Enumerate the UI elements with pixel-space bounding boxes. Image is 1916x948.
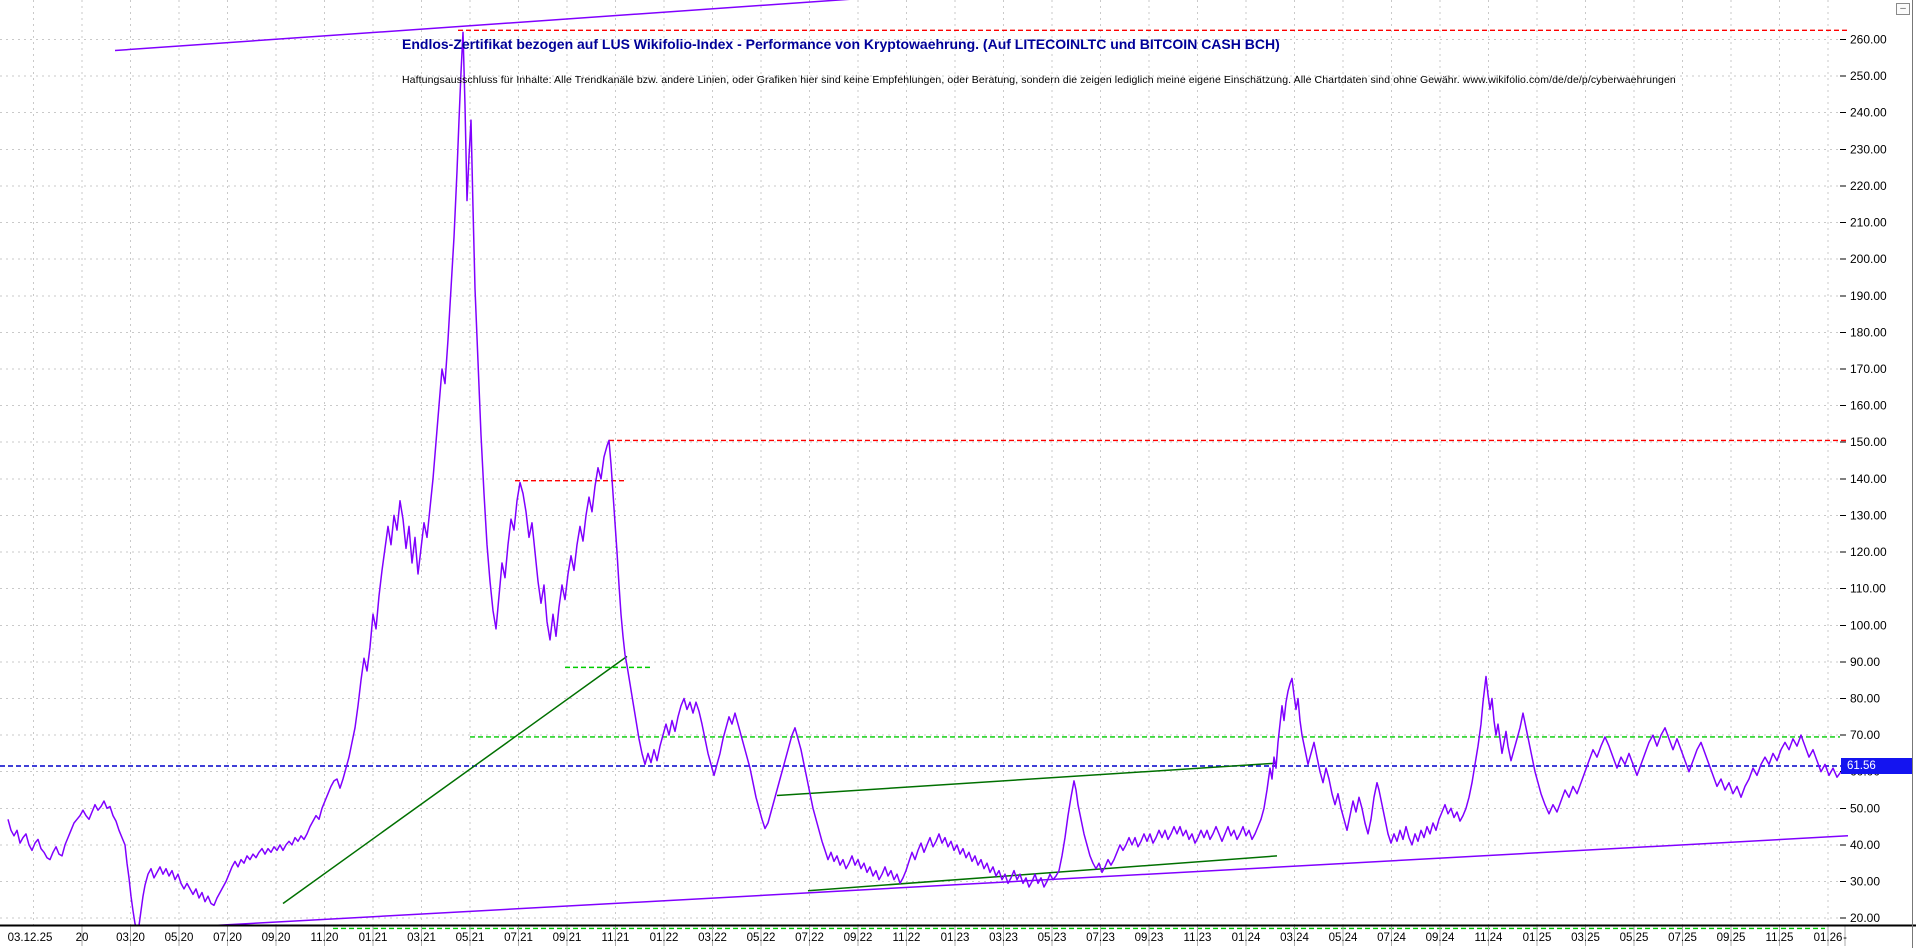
x-axis-label: 11.25 <box>1766 932 1794 944</box>
x-axis-label: 03.21 <box>407 932 436 944</box>
x-axis-label: 20 <box>76 932 89 944</box>
y-axis-label: 210.00 <box>1850 216 1887 230</box>
x-axis-label: 01.24 <box>1232 932 1261 944</box>
x-axis-label: 01.26 <box>1814 932 1843 944</box>
support-2020-2021-trendline <box>282 655 628 905</box>
x-axis-label: 09.23 <box>1135 932 1164 944</box>
chart-disclaimer: Haftungsausschluss für Inhalte: Alle Tre… <box>402 74 1676 86</box>
x-axis-label: - <box>1843 932 1847 944</box>
y-axis-label: 260.00 <box>1850 33 1887 47</box>
x-axis-label: 09.25 <box>1717 932 1746 944</box>
x-axis-label: 03.22 <box>698 932 727 944</box>
y-axis-label: 110.00 <box>1850 582 1886 596</box>
x-axis-label: 11.24 <box>1475 932 1504 944</box>
support-2022-2024-upper-trendline <box>776 762 1276 797</box>
y-axis-label: 190.00 <box>1850 289 1887 303</box>
x-axis-label: 05.23 <box>1038 932 1067 944</box>
y-axis-label: 50.00 <box>1850 801 1880 815</box>
y-axis-label: 130.00 <box>1850 508 1887 522</box>
vertical-gridlines <box>33 0 1829 926</box>
x-axis-label: 05.20 <box>165 932 194 944</box>
y-axis-label: 250.00 <box>1850 69 1887 83</box>
y-axis-label: 70.00 <box>1850 728 1880 742</box>
y-axis-label: 150.00 <box>1850 435 1887 449</box>
y-axis-label: 170.00 <box>1850 362 1887 376</box>
y-axis-label: 40.00 <box>1850 838 1880 852</box>
current-price-value: 61.56 <box>1847 760 1876 772</box>
y-axis-label: 230.00 <box>1850 142 1887 156</box>
y-axis-label: 180.00 <box>1850 325 1887 339</box>
y-axis-label: 160.00 <box>1850 399 1887 413</box>
upper-channel-trendline <box>114 0 850 52</box>
y-axis-label: 30.00 <box>1850 875 1880 889</box>
x-axis-label: 01.22 <box>650 932 679 944</box>
x-axis-label: 09.20 <box>262 932 291 944</box>
y-axis-label: 140.00 <box>1850 472 1887 486</box>
y-axis-label: 100.00 <box>1850 618 1887 632</box>
x-axis-label: 09.22 <box>844 932 873 944</box>
x-axis-label: 05.22 <box>747 932 776 944</box>
x-axis-label: 03.20 <box>116 932 145 944</box>
x-axis-label: 01.25 <box>1523 932 1552 944</box>
x-axis-label: 05.21 <box>456 932 485 944</box>
y-axis-label: 220.00 <box>1850 179 1887 193</box>
x-axis-label: 05.25 <box>1620 932 1649 944</box>
x-axis-label: 07.22 <box>795 932 824 944</box>
x-axis-label: 07.25 <box>1668 932 1697 944</box>
x-axis-label: 07.24 <box>1377 932 1406 944</box>
x-axis-labels: 03.12.25 20 03.20 05.20 07.20 09.20 11.20 01.21… <box>8 932 1847 944</box>
x-axis-label: 11.22 <box>893 932 921 944</box>
x-axis-label: 01.23 <box>941 932 970 944</box>
x-axis-label: 11.21 <box>602 932 630 944</box>
y-axis-label: 20.00 <box>1850 911 1880 925</box>
y-axis-labels: 260.00 250.00 240.00 230.00 220.00 210.00 200.… <box>1840 33 1887 925</box>
x-axis-label: 03.24 <box>1280 932 1309 944</box>
trendlines <box>114 0 1848 926</box>
x-axis-label: 07.21 <box>504 932 533 944</box>
x-axis-label: 11.20 <box>311 932 339 944</box>
x-axis-label: 03.23 <box>989 932 1018 944</box>
level-lines <box>0 29 1848 930</box>
x-axis-label: 09.24 <box>1426 932 1455 944</box>
y-axis-label: 120.00 <box>1850 545 1887 559</box>
minimize-button[interactable]: – <box>1896 3 1910 15</box>
x-axis-label: 01.21 <box>359 932 388 944</box>
current-price-badge: 61.56 <box>1841 758 1912 774</box>
y-axis-label: 240.00 <box>1850 106 1887 120</box>
lower-channel-trendline <box>190 835 1848 926</box>
x-axis-label: 07.20 <box>213 932 242 944</box>
x-axis-label: 11.23 <box>1184 932 1212 944</box>
support-2022-2024-lower-trendline <box>807 855 1278 892</box>
y-axis-label: 90.00 <box>1850 655 1880 669</box>
x-axis-ticks <box>81 926 1846 946</box>
x-axis-label: 07.23 <box>1086 932 1115 944</box>
x-axis-label: 03.25 <box>1571 932 1600 944</box>
y-axis-label: 200.00 <box>1850 252 1887 266</box>
y-axis-label: 80.00 <box>1850 691 1880 705</box>
x-axis-label: 05.24 <box>1329 932 1358 944</box>
x-axis-label: 09.21 <box>553 932 582 944</box>
wikifolio-index-price-series <box>7 31 1846 926</box>
chart-title: Endlos-Zertifikat bezogen auf LUS Wikifo… <box>402 36 1280 52</box>
x-axis-label: 03.12.25 <box>8 932 53 944</box>
